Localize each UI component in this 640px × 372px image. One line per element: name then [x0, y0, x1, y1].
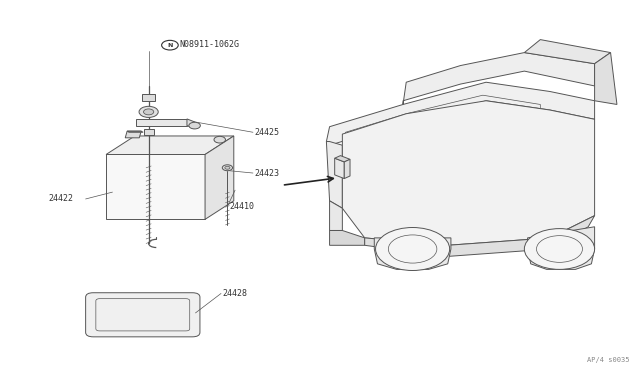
Text: 24422: 24422	[49, 195, 74, 203]
Polygon shape	[344, 159, 350, 179]
Polygon shape	[527, 227, 595, 269]
Circle shape	[214, 137, 225, 143]
Text: 24425: 24425	[255, 128, 280, 137]
Polygon shape	[330, 231, 365, 245]
Circle shape	[376, 228, 450, 270]
Circle shape	[225, 166, 230, 169]
Polygon shape	[524, 39, 611, 64]
Polygon shape	[326, 82, 595, 145]
Polygon shape	[403, 52, 595, 105]
Polygon shape	[374, 238, 451, 269]
Polygon shape	[326, 141, 342, 208]
Polygon shape	[187, 119, 195, 129]
Circle shape	[143, 109, 154, 115]
Text: AP/4 s0035: AP/4 s0035	[588, 357, 630, 363]
FancyBboxPatch shape	[86, 293, 200, 337]
Bar	[143, 129, 154, 135]
Text: 24428: 24428	[223, 289, 248, 298]
Text: 24423: 24423	[255, 169, 280, 177]
Polygon shape	[342, 101, 595, 245]
Text: 24410: 24410	[229, 202, 254, 211]
Bar	[142, 94, 155, 101]
Polygon shape	[330, 201, 342, 231]
Text: N08911-1062G: N08911-1062G	[179, 40, 239, 49]
Polygon shape	[205, 136, 234, 219]
Polygon shape	[106, 154, 205, 219]
Circle shape	[524, 229, 595, 269]
Polygon shape	[136, 119, 187, 126]
Polygon shape	[365, 216, 595, 256]
Polygon shape	[106, 136, 234, 154]
Polygon shape	[127, 131, 143, 132]
Polygon shape	[335, 155, 350, 162]
Circle shape	[189, 122, 200, 129]
Circle shape	[139, 106, 158, 118]
Polygon shape	[335, 158, 344, 179]
Polygon shape	[125, 131, 141, 138]
Polygon shape	[595, 52, 617, 105]
Text: N: N	[167, 43, 173, 48]
Circle shape	[222, 165, 232, 171]
